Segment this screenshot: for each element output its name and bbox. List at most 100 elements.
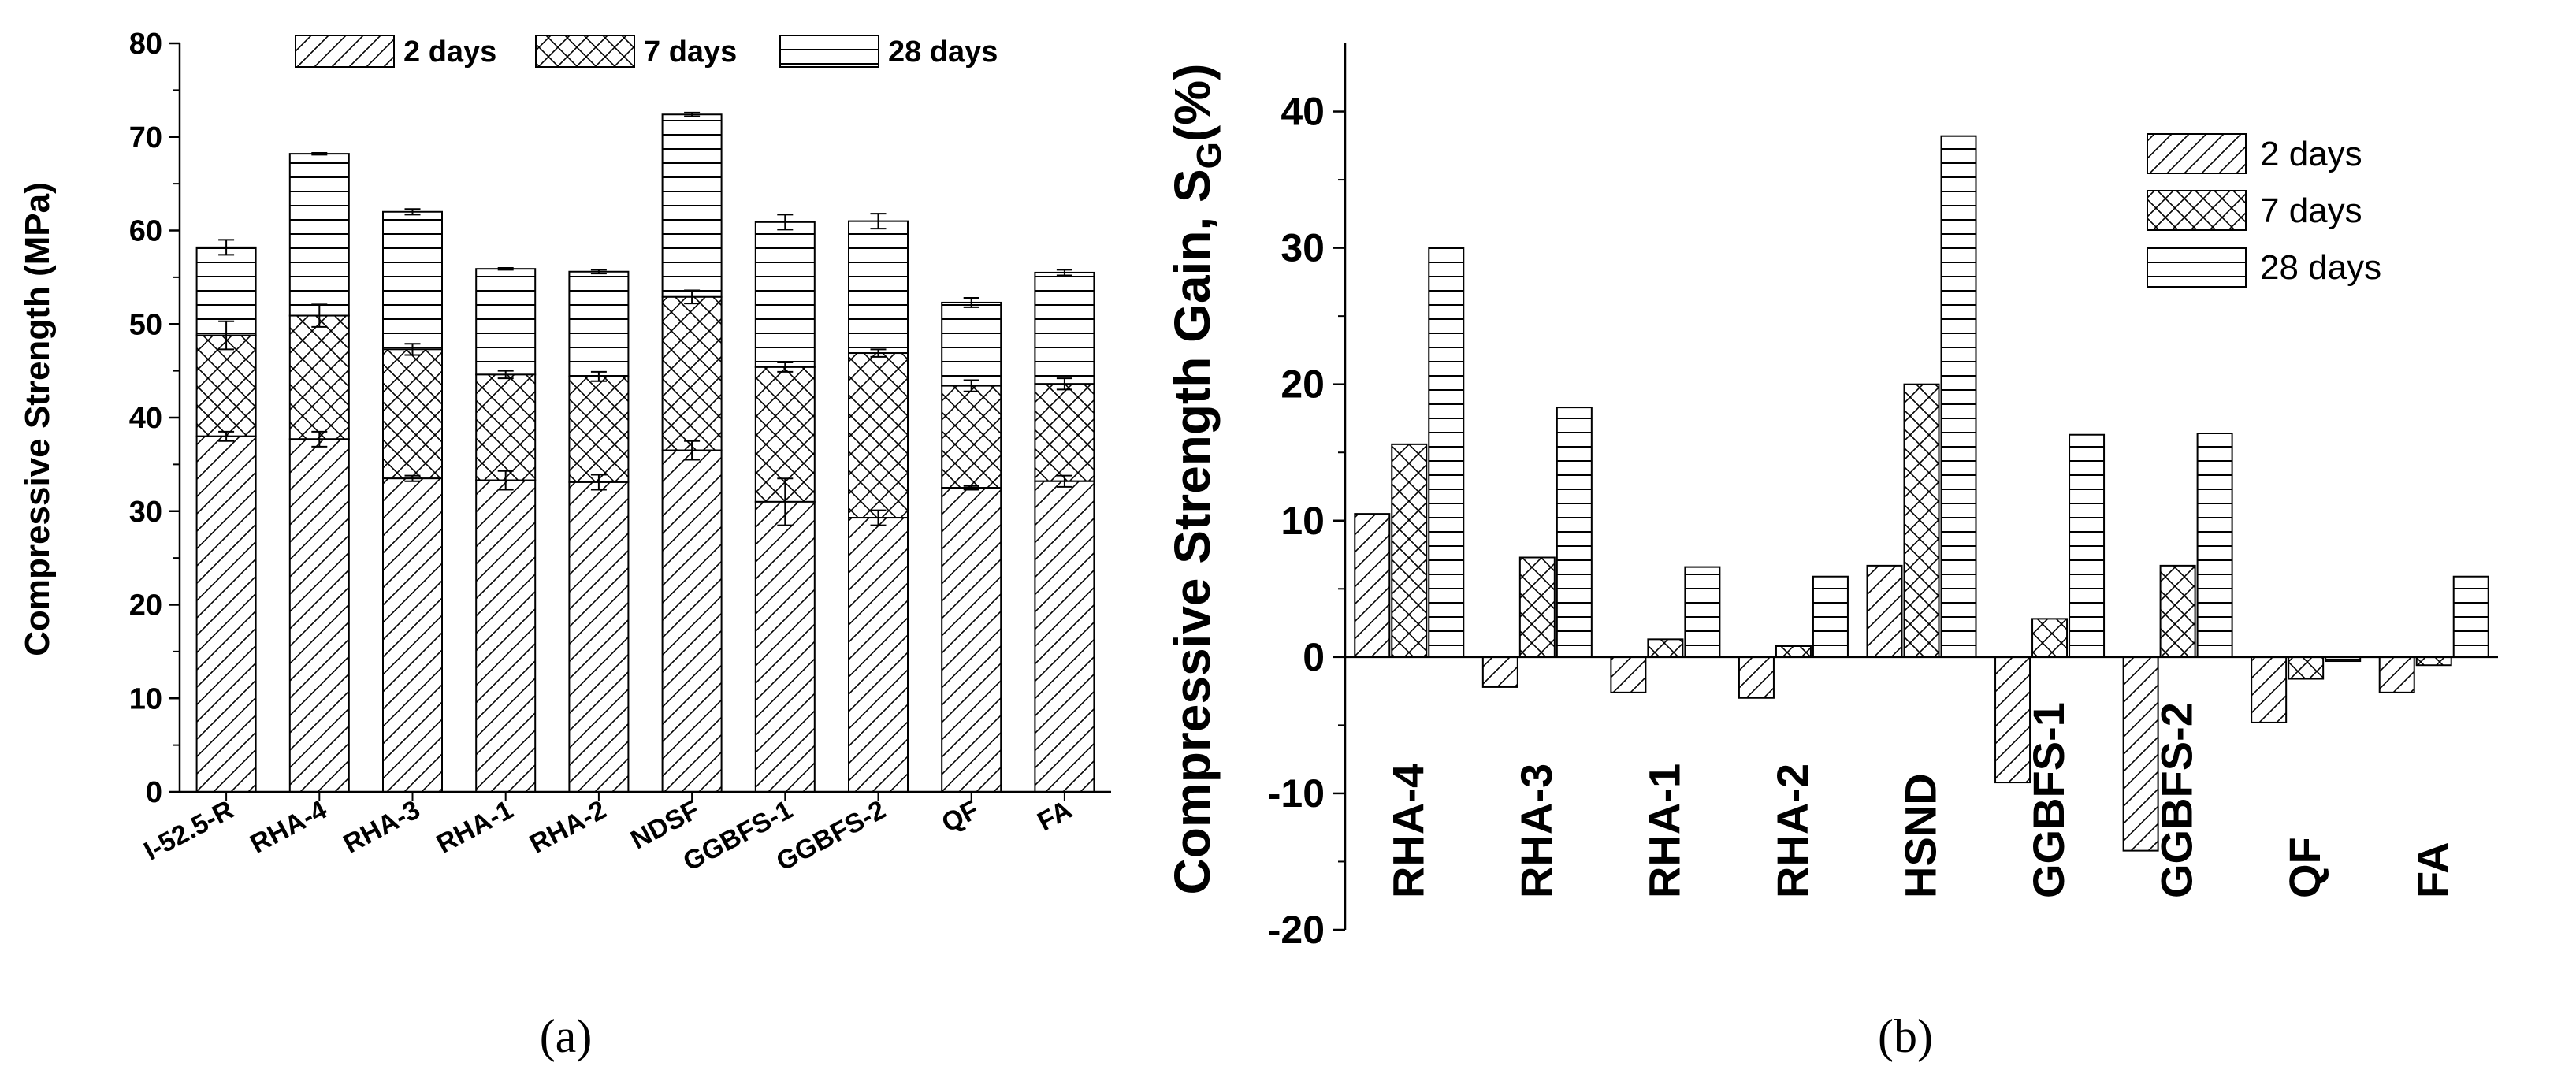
legend-item-a-2-days: 2 days (295, 35, 496, 69)
legend-label-a: 2 days (403, 35, 496, 69)
bar-a-FA-28-days (1034, 271, 1095, 385)
error-bar-a-RHA-4-28-days (311, 151, 328, 156)
error-bar-a-QF-2-days (963, 485, 979, 491)
x-tick-label-a: RHA-4 (245, 794, 332, 859)
y-tick-label-a: 60 (129, 215, 162, 248)
legend-label-a: 7 days (644, 35, 737, 69)
error-bar-a-GGBFS-1-28-days (777, 214, 794, 231)
legend-label-b: 7 days (2260, 191, 2362, 230)
x-tick-label-a: RHA-2 (525, 795, 611, 860)
bar-a-RHA-2-28-days (568, 270, 630, 377)
legend-label-a: 28 days (888, 35, 998, 69)
bar-a-GGBFS-2-7-days (848, 352, 909, 519)
y-tick-label-a: 80 (129, 28, 162, 61)
bar-b-HSND-7-days (1903, 383, 1940, 658)
error-bar-a-RHA-3-7-days (404, 343, 421, 356)
x-tick-label-a: FA (1032, 795, 1076, 838)
legend-label-b: 2 days (2260, 135, 2362, 173)
bar-a-NDSF-2-days (661, 449, 723, 793)
panel-b-bars (1354, 135, 2489, 852)
bar-b-RHA-4-2-days (1354, 513, 1391, 658)
error-bar-a-GGBFS-1-7-days (777, 361, 794, 373)
bar-b-GGBFS-2-7-days (2159, 564, 2196, 658)
y-tick-label-a: 10 (129, 682, 162, 715)
bar-a-FA-2-days (1034, 480, 1095, 793)
bar-a-RHA-3-2-days (382, 477, 443, 793)
bar-b-QF-7-days (2288, 656, 2325, 680)
x-tick-label-b: QF (2280, 837, 2329, 898)
chart-panel-a: 0 10 20 30 40 50 60 70 80 I-52.5-R RHA-4 RHA-3 RHA-… (18, 28, 1111, 1062)
panel-a-error-bars (218, 111, 1072, 526)
error-bar-a-GGBFS-1-2-days (777, 477, 794, 526)
legend-item-b-7-days: 7 days (2147, 190, 2362, 231)
x-tick-label-b: GGBFS-2 (2152, 702, 2202, 898)
error-bar-a-FA-28-days (1056, 269, 1072, 277)
panel-a-x-axis: I-52.5-R RHA-4 RHA-3 RHA-1 RHA-2 NDSFGGBFS-1G… (139, 790, 1111, 877)
panel-b-caption: (b) (1878, 1010, 1933, 1062)
panel-a-y-axis-title: Compressive Strength (MPa) (18, 182, 57, 656)
bar-a-QF-7-days (941, 385, 1002, 489)
x-tick-label-a: QF (937, 795, 984, 839)
y-tick-label-b: -20 (1268, 908, 1325, 952)
bar-a-RHA-3-7-days (382, 348, 443, 480)
bar-b-RHA-1-28-days (1684, 566, 1721, 658)
bar-a-FA-7-days (1034, 383, 1095, 482)
panel-a-bars (195, 113, 1095, 793)
legend-swatch-a (295, 35, 395, 68)
error-bar-a-FA-2-days (1056, 474, 1072, 488)
bar-a-RHA-1-28-days (475, 268, 537, 376)
panel-a-y-axis: 0 10 20 30 40 50 60 70 80 (129, 28, 181, 809)
bar-b-RHA-1-2-days (1610, 656, 1647, 693)
x-tick-label-b: RHA-2 (1768, 764, 1817, 898)
panel-b-x-axis: RHA-4 RHA-3 RHA-1 RHA-2 HSND GGBFS-1 GGBFS-2 QF… (1345, 656, 2498, 898)
panel-b-y-axis-title-main: Compressive Strength Gain, S (1164, 169, 1221, 894)
error-bar-a-RHA-1-2-days (497, 470, 514, 491)
y-tick-label-a: 50 (129, 308, 162, 341)
bar-b-RHA-4-7-days (1391, 443, 1428, 658)
error-bar-a-QF-7-days (963, 379, 979, 392)
legend-swatch-b (2147, 247, 2247, 288)
chart-panel-b: -20 -10 0 10 20 30 40 RHA-4 RHA-3 RHA-1 RHA-2 HSND… (1164, 43, 2498, 1062)
x-tick-label-b: RHA-3 (1511, 764, 1561, 898)
bar-a-RHA-4-28-days (288, 153, 350, 317)
panel-b-y-axis-title: Compressive Strength Gain, SG(%) (1164, 64, 1229, 895)
bar-a-NDSF-7-days (661, 295, 723, 451)
bar-a-QF-28-days (941, 301, 1002, 387)
x-tick-label-b: RHA-1 (1639, 764, 1689, 898)
bar-b-GGBFS-1-7-days (2031, 618, 2069, 658)
error-bar-a-NDSF-7-days (684, 289, 701, 305)
legend-item-a-28-days: 28 days (779, 35, 998, 69)
bar-b-HSND-2-days (1866, 564, 1903, 658)
y-tick-label-a: 0 (146, 776, 162, 809)
error-bar-a-GGBFS-2-7-days (870, 348, 887, 358)
legend-swatch-b (2147, 133, 2247, 174)
y-tick-label-b: 20 (1281, 362, 1325, 407)
bar-b-GGBFS-2-28-days (2196, 433, 2233, 658)
error-bar-a-I-52.5-R-7-days (218, 320, 235, 351)
bar-a-GGBFS-2-28-days (848, 220, 909, 355)
panel-a-legend: 2 days 7 days 28 days (295, 35, 998, 69)
panel-a-caption: (a) (540, 1010, 593, 1062)
panel-b-legend: 2 days 7 days 28 days (2147, 133, 2381, 288)
y-tick-label-b: 10 (1281, 499, 1325, 543)
y-tick-label-a: 20 (129, 589, 162, 622)
bar-a-QF-2-days (941, 487, 1002, 793)
error-bar-a-RHA-3-28-days (404, 208, 421, 216)
error-bar-a-RHA-1-28-days (497, 267, 514, 271)
bar-a-RHA-2-2-days (568, 481, 630, 793)
y-tick-label-b: 40 (1281, 90, 1325, 134)
error-bar-a-GGBFS-2-28-days (870, 213, 887, 230)
bar-a-RHA-3-28-days (382, 210, 443, 351)
error-bar-a-I-52.5-R-28-days (218, 239, 235, 256)
error-bar-a-RHA-1-7-days (497, 370, 514, 380)
bar-b-RHA-2-28-days (1812, 575, 1849, 658)
error-bar-a-NDSF-2-days (684, 440, 701, 461)
bar-b-RHA-2-2-days (1738, 656, 1775, 699)
error-bar-a-QF-28-days (963, 297, 979, 308)
error-bar-a-FA-7-days (1056, 377, 1072, 391)
legend-item-b-2-days: 2 days (2147, 133, 2362, 174)
bar-a-NDSF-28-days (661, 113, 723, 298)
panel-b-y-axis-title-suffix: (%) (1164, 64, 1221, 143)
error-bar-a-RHA-2-2-days (590, 474, 607, 491)
error-bar-a-RHA-2-28-days (590, 269, 607, 275)
